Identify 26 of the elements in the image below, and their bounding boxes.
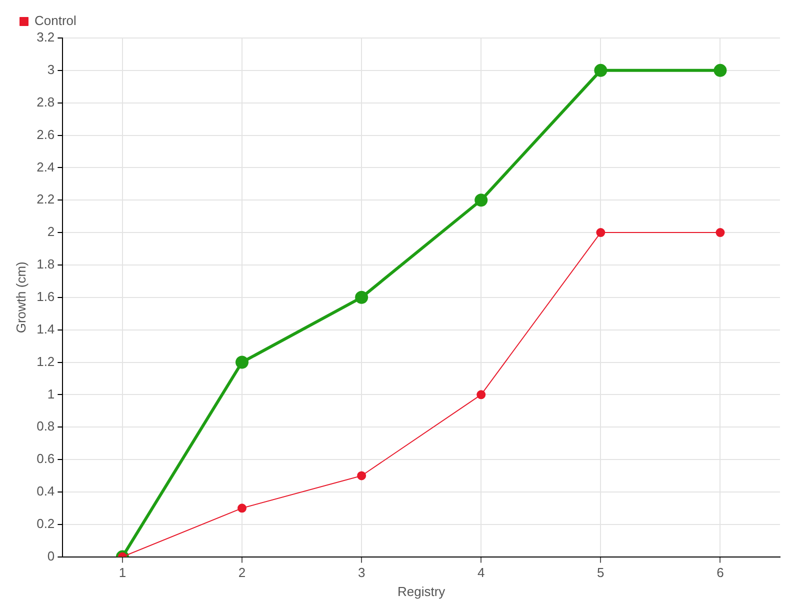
x-axis-title: Registry [397,584,446,599]
y-tick-label: 1 [47,386,55,402]
x-tick-label: 4 [477,565,485,580]
y-tick-label: 2.8 [36,94,55,110]
x-tick-label: 5 [597,565,604,580]
x-tick-label: 2 [238,565,246,580]
y-tick-label: 3 [47,62,55,78]
y-tick-label: 3.2 [36,30,55,45]
y-tick-label: 0.8 [36,418,55,434]
y-axis-title: Growth (cm) [13,262,28,334]
x-tick-label: 3 [358,565,366,580]
y-tick-label: 1.2 [36,354,55,369]
y-tick-label: 2.6 [36,126,55,142]
y-tick-label: 2 [47,224,55,240]
x-tick-label: 6 [716,565,724,580]
legend-label: Control [34,13,77,28]
y-tick-label: 0.2 [36,516,55,531]
y-tick-label: 1.8 [36,256,55,272]
y-tick-label: 1.4 [36,321,55,336]
y-tick-label: 1.6 [36,288,55,304]
y-tick-label: 0 [47,548,55,564]
y-tick-label: 2.4 [36,159,55,174]
y-tick-label: 0.6 [36,451,55,466]
x-tick-label: 1 [118,565,126,580]
y-tick-label: 0.4 [36,484,55,499]
y-tick-label: 2.2 [36,192,55,207]
